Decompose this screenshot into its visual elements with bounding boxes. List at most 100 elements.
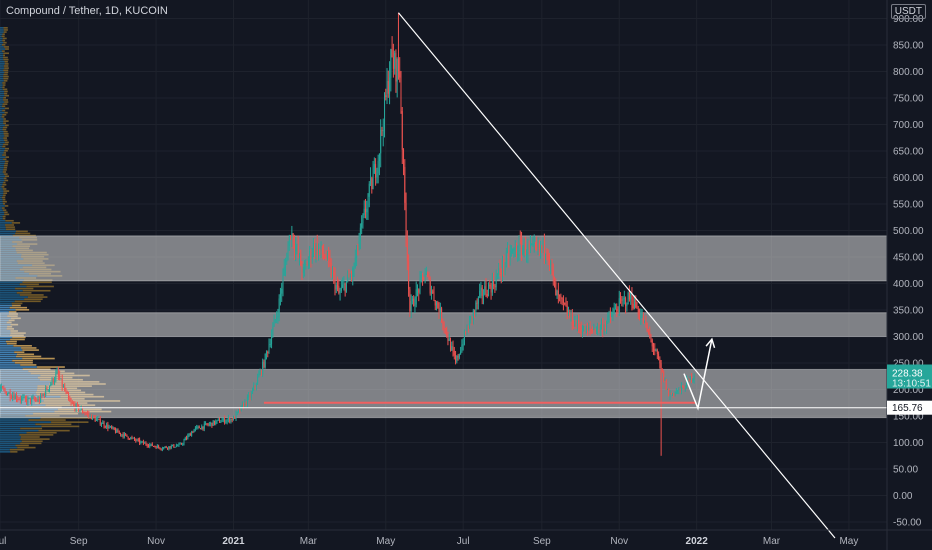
- candle-body: [377, 161, 379, 174]
- profile-bar-up: [0, 139, 4, 142]
- price-axis[interactable]: -50.00 0.00 50.00 100.00 150.00 200.00 250.00 3…: [886, 0, 924, 550]
- candle-body: [42, 393, 44, 396]
- candle-body: [170, 445, 172, 449]
- candle-body: [358, 240, 360, 250]
- candle-body: [680, 386, 682, 391]
- profile-bar-up: [0, 177, 4, 180]
- candle-body: [359, 227, 361, 241]
- profile-bar-up: [0, 101, 5, 103]
- candle-body: [331, 271, 333, 276]
- profile-bar-up: [0, 448, 10, 451]
- candle-body: [111, 426, 113, 429]
- candle-body: [443, 324, 445, 329]
- profile-bar-up: [0, 130, 4, 133]
- candle-body: [285, 261, 287, 268]
- profile-bar-down: [3, 58, 9, 61]
- candle-body: [370, 178, 372, 184]
- candle-body: [293, 244, 295, 252]
- profile-bar-down: [40, 417, 94, 419]
- profile-bar-down: [15, 287, 34, 290]
- time-tick-label: Nov: [610, 536, 628, 547]
- candle-body: [441, 308, 443, 322]
- candle-body: [494, 286, 496, 288]
- candle-body: [164, 446, 166, 448]
- candle-body: [622, 298, 624, 301]
- profile-bar-up: [0, 226, 6, 228]
- candle-body: [45, 387, 47, 396]
- candle-body: [688, 378, 690, 380]
- profile-bar-down: [4, 111, 8, 114]
- profile-bar-up: [0, 342, 7, 345]
- candle-body: [499, 268, 501, 274]
- candle-body: [26, 398, 28, 403]
- profile-bar-down: [16, 292, 32, 294]
- candle-body: [434, 300, 436, 306]
- profile-bar-down: [9, 306, 28, 309]
- profile-bar-up: [0, 425, 42, 428]
- candle-body: [191, 432, 193, 436]
- candle-body: [38, 398, 40, 402]
- candle-body: [66, 391, 68, 394]
- profile-bar-down: [13, 345, 32, 347]
- candle-body: [580, 328, 582, 333]
- candle-body: [668, 388, 670, 396]
- profile-bar-down: [22, 289, 51, 292]
- candle-body: [15, 395, 17, 400]
- profile-bar-up: [0, 80, 4, 82]
- candle-body: [554, 276, 556, 283]
- profile-bar-up: [0, 84, 3, 86]
- candle-body: [545, 253, 547, 255]
- candle-body: [29, 397, 31, 403]
- profile-bar-down: [3, 173, 8, 175]
- candle-body: [541, 245, 543, 249]
- candle-body: [479, 290, 481, 297]
- time-axis[interactable]: Jul Sep Nov 2021 Mar May Jul Sep Nov 2022 Mar May: [0, 529, 932, 547]
- profile-bar-down: [3, 92, 8, 95]
- profile-bar-down: [3, 166, 8, 169]
- candle-body: [224, 418, 226, 423]
- candle-body: [60, 378, 62, 380]
- profile-bar-down: [3, 80, 8, 82]
- profile-bar-down: [11, 302, 23, 305]
- currency-badge[interactable]: USDT: [890, 4, 926, 19]
- candle-body: [326, 252, 328, 259]
- candle-body: [315, 244, 317, 255]
- profile-bar-down: [2, 188, 7, 190]
- profile-bar-up: [0, 75, 4, 78]
- candle-body: [546, 253, 548, 256]
- profile-bar-down: [2, 215, 6, 218]
- candle-body: [172, 444, 174, 446]
- candle-body: [252, 390, 254, 394]
- candle-body: [581, 330, 583, 333]
- profile-bar-up: [0, 219, 6, 222]
- candle-body: [364, 208, 366, 213]
- candle-body: [385, 95, 387, 97]
- candle-body: [169, 446, 171, 449]
- candle-body: [267, 351, 269, 353]
- profile-bar-down: [4, 224, 15, 226]
- profile-bar-down: [5, 160, 9, 163]
- candle-body: [46, 387, 48, 390]
- profile-bar-up: [0, 304, 13, 307]
- profile-bar-down: [3, 133, 9, 135]
- candle-body: [442, 321, 444, 325]
- candle-body: [552, 270, 554, 277]
- profile-bar-down: [4, 107, 9, 110]
- candle-body: [89, 415, 91, 417]
- profile-bar-down: [28, 419, 66, 421]
- profile-bar-up: [0, 154, 3, 156]
- candle-body: [4, 389, 6, 392]
- profile-bar-up: [0, 198, 3, 201]
- candle-body: [23, 397, 25, 399]
- candle-body: [527, 244, 529, 255]
- candle-body: [342, 284, 344, 288]
- candle-body: [13, 395, 15, 400]
- profile-bar-down: [4, 67, 9, 69]
- candle-body: [147, 445, 149, 447]
- time-tick-label: Sep: [533, 536, 551, 547]
- candle-body: [3, 388, 5, 390]
- candle-body: [602, 324, 604, 332]
- candle-body: [618, 298, 620, 313]
